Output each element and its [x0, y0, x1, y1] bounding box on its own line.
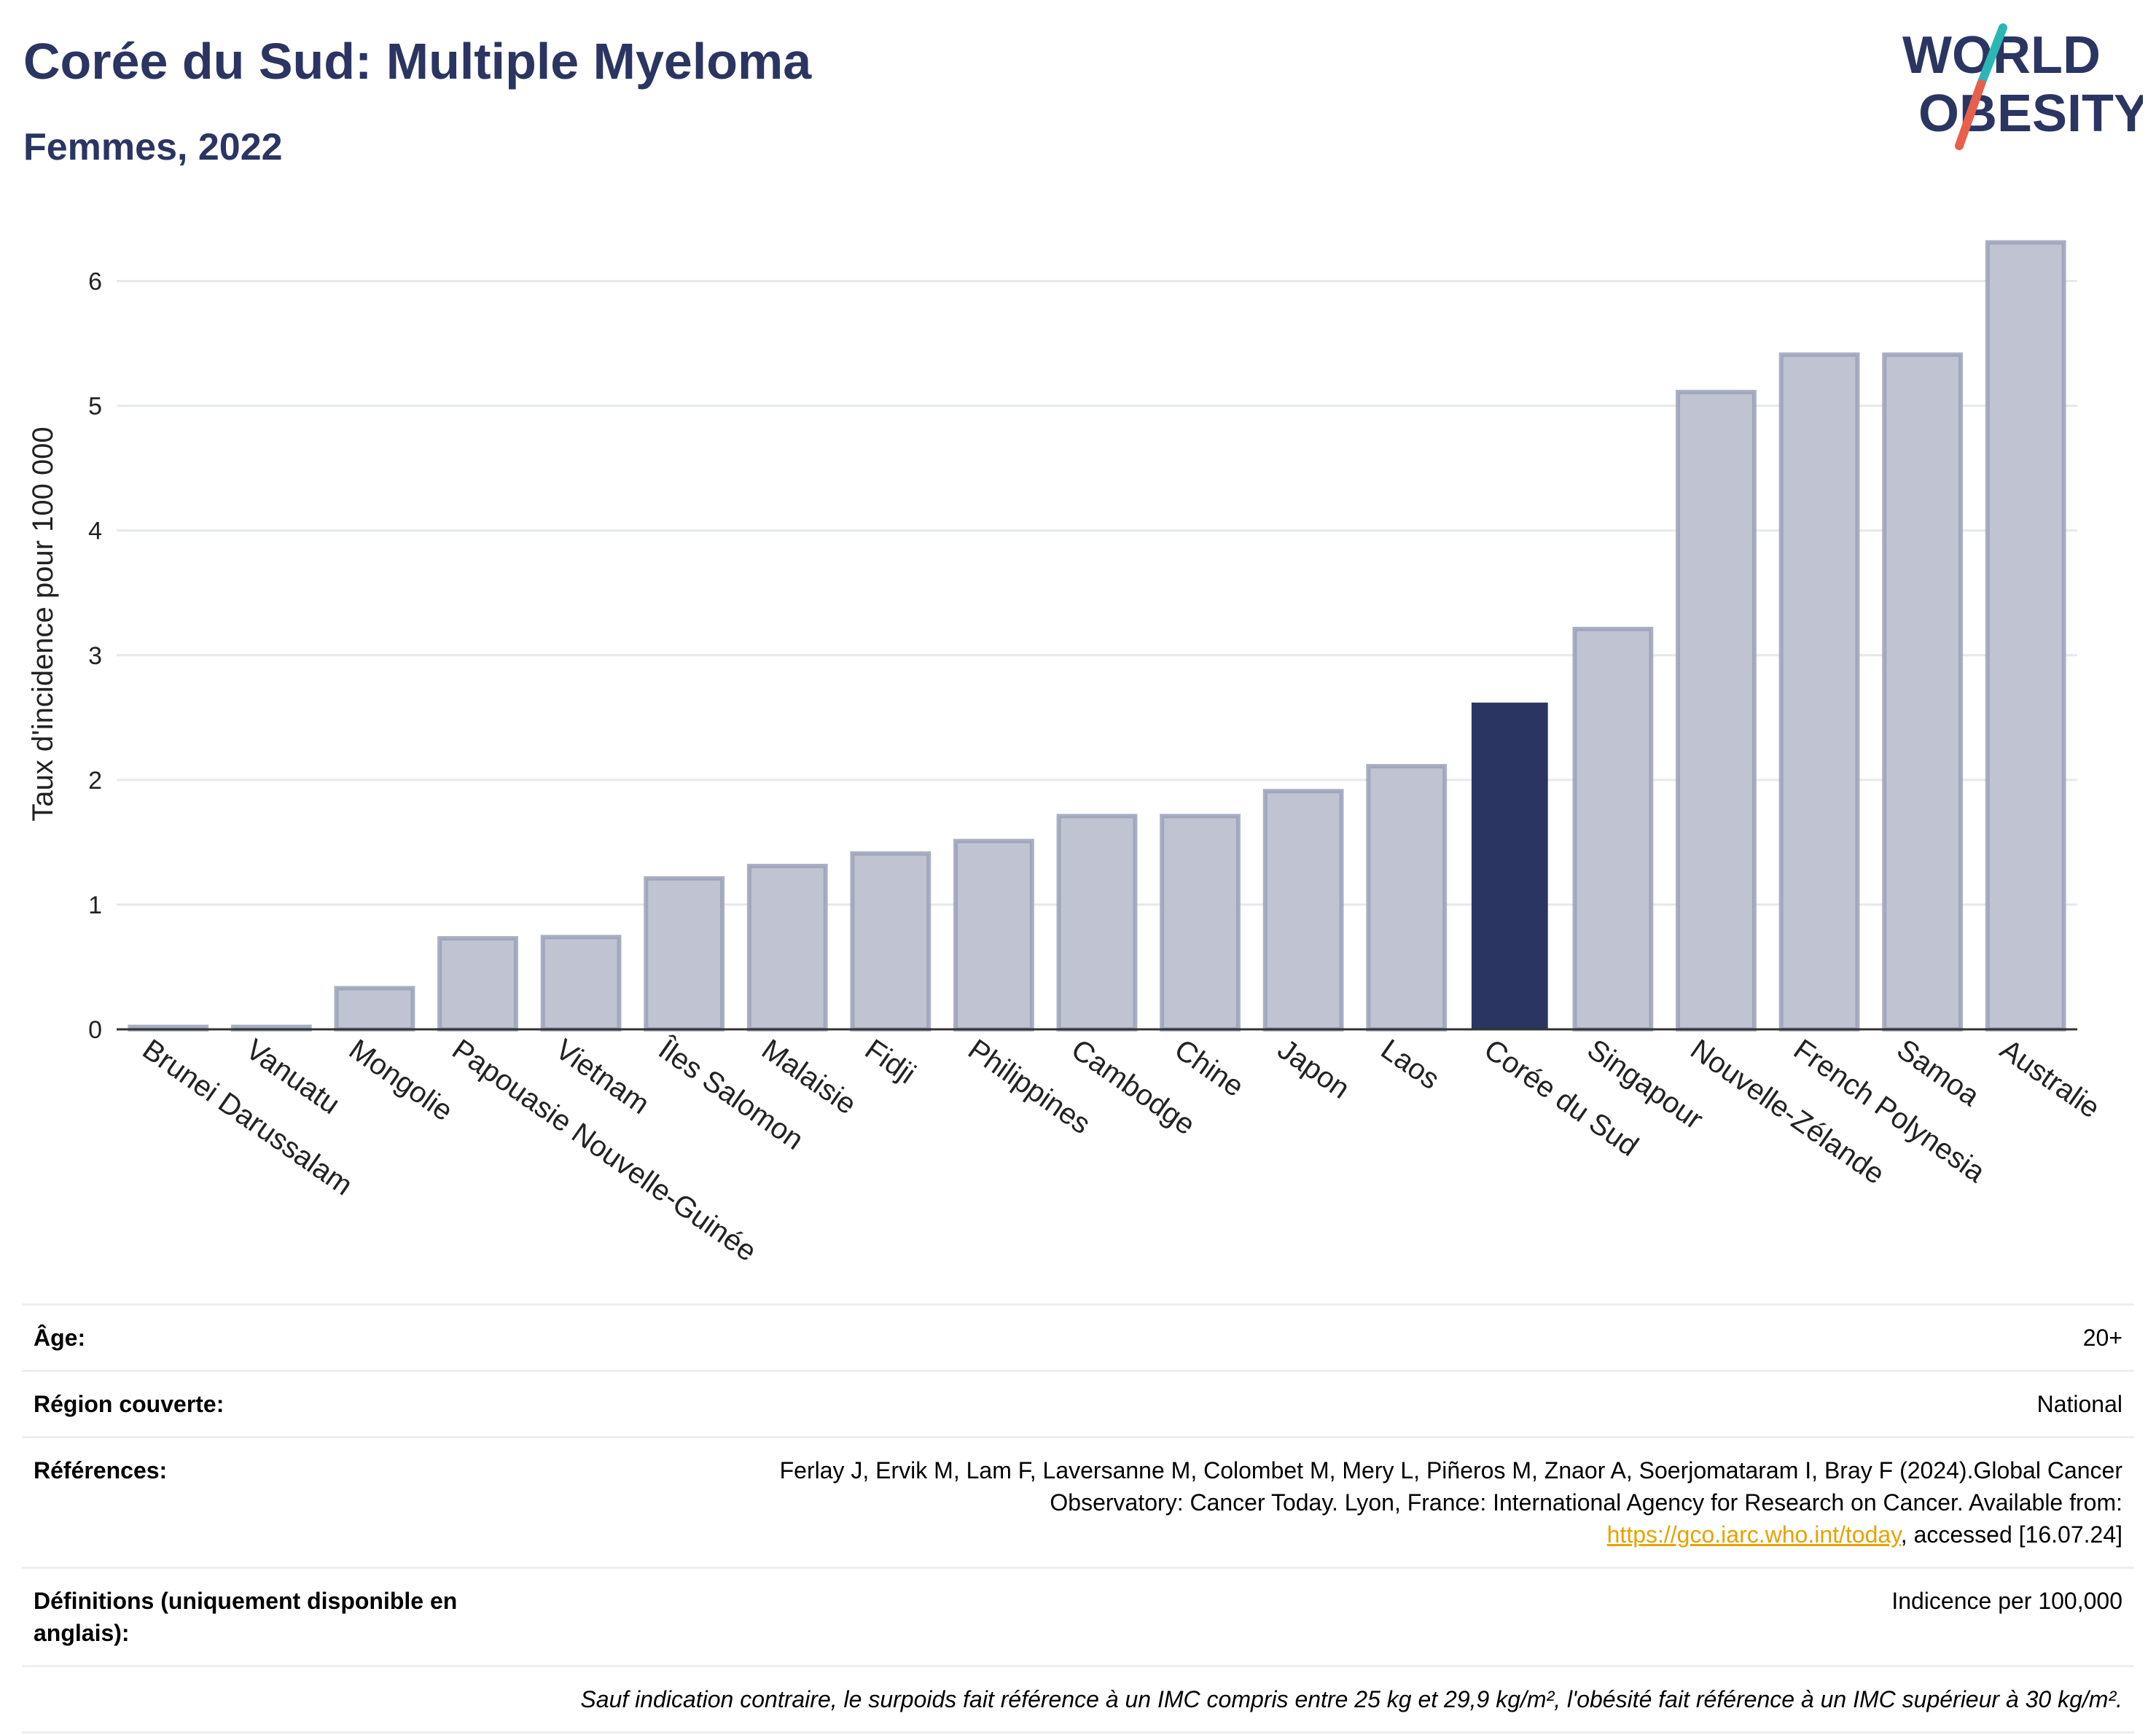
- references-value: Ferlay J, Ervik M, Lam F, Laversanne M, …: [529, 1454, 2122, 1551]
- region-label: Région couverte:: [34, 1391, 224, 1417]
- bar: [1056, 814, 1138, 1032]
- x-tick-label: French Polynesia: [1788, 1033, 1991, 1189]
- bar: [1676, 389, 1757, 1032]
- logo-line2: OBESITY: [1918, 85, 2143, 143]
- bar: [1778, 352, 1860, 1032]
- y-tick-label: 5: [88, 393, 102, 421]
- logo-slash-teal: [1977, 23, 2007, 88]
- bar: [1572, 626, 1654, 1032]
- bar: [1471, 702, 1548, 1029]
- region-value: National: [2036, 1391, 2122, 1417]
- meta-row-note: Sauf indication contraire, le surpoids f…: [22, 1665, 2134, 1734]
- y-axis-label: Taux d'incidence pour 100 000: [27, 426, 59, 821]
- meta-row-region: Région couverte: National: [22, 1370, 2134, 1436]
- references-text: Ferlay J, Ervik M, Lam F, Laversanne M, …: [779, 1457, 2122, 1516]
- definitions-label: Définitions (uniquement disponible en an…: [34, 1588, 458, 1646]
- bar: [1882, 352, 1964, 1032]
- age-value: 20+: [2082, 1325, 2122, 1351]
- y-tick-label: 6: [88, 268, 102, 296]
- y-tick-label: 2: [88, 767, 102, 795]
- bar: [1366, 764, 1448, 1032]
- y-tick-label: 1: [88, 892, 102, 919]
- bar: [334, 986, 415, 1032]
- meta-row-age: Âge: 20+: [22, 1303, 2134, 1370]
- world-obesity-logo: WORLD OBESITY: [1902, 23, 2143, 150]
- references-tail: , accessed [16.07.24]: [1900, 1521, 2122, 1548]
- x-tick-label: Laos: [1375, 1033, 1445, 1096]
- references-link[interactable]: https://gco.iarc.who.int/today: [1606, 1521, 1901, 1548]
- meta-row-references: Références: Ferlay J, Ervik M, Lam F, La…: [22, 1436, 2134, 1567]
- meta-row-definitions: Définitions (uniquement disponible en an…: [22, 1567, 2134, 1665]
- x-tick-label: Japon: [1272, 1033, 1356, 1105]
- bar: [540, 935, 622, 1032]
- chart-subtitle: Femmes, 2022: [23, 126, 283, 168]
- x-tick-label: Nouvelle-Zélande: [1684, 1033, 1890, 1190]
- x-tick-label: Samoa: [1891, 1033, 1985, 1112]
- y-tick-label: 3: [88, 642, 102, 670]
- references-label: Références:: [34, 1457, 168, 1483]
- bar: [1262, 789, 1344, 1032]
- bar: [437, 936, 518, 1032]
- bar: [1985, 240, 2066, 1032]
- y-tick-label: 4: [88, 518, 102, 545]
- x-tick-label: Fidji: [859, 1033, 921, 1090]
- logo-slash-coral: [1955, 79, 1985, 150]
- bar: [644, 876, 725, 1032]
- bar: [1160, 814, 1241, 1032]
- definitions-value: Indicence per 100,000: [1891, 1588, 2122, 1614]
- x-tick-label: Australie: [1994, 1033, 2106, 1124]
- age-label: Âge:: [34, 1325, 86, 1351]
- bar: [953, 838, 1034, 1032]
- y-tick-label: 0: [88, 1016, 102, 1044]
- bar: [746, 863, 828, 1032]
- x-tick-label: Chine: [1168, 1033, 1249, 1103]
- bar: [850, 851, 931, 1032]
- metadata-table: Âge: 20+ Région couverte: National Référ…: [22, 1303, 2134, 1734]
- footnote: Sauf indication contraire, le surpoids f…: [580, 1686, 2122, 1712]
- x-tick-label: Mongolie: [343, 1033, 458, 1127]
- chart-title: Corée du Sud: Multiple Myeloma: [23, 33, 812, 90]
